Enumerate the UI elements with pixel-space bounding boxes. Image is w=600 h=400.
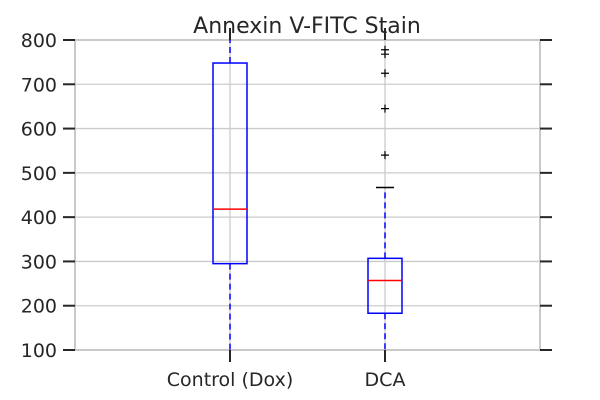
box-1 [367,45,403,350]
plot-frame-rect [74,39,541,351]
y-tick-label: 600 [21,119,57,141]
y-tick-label: 200 [21,296,57,318]
outlier-point [381,45,389,54]
y-tick-label: 800 [21,30,57,52]
boxes [212,40,403,350]
box-0 [212,40,248,350]
box-rect [212,62,248,265]
axis-ticks: 100 200 300 400 500 600 700 800 Control (Dox) DCA [21,28,552,391]
outlier-point [381,69,389,78]
outlier-point [381,151,389,160]
y-tick-label: 300 [21,251,57,273]
outlier-point [381,104,389,113]
x-tick-label: DCA [365,369,406,391]
y-tick-label: 100 [21,340,57,362]
chart-title: Annexin V-FITC Stain [193,14,421,39]
grid-lines [75,39,540,351]
plot-frame [74,39,541,351]
x-tick-label: Control (Dox) [167,369,293,391]
box-rect [367,257,403,314]
y-tick-label: 700 [21,74,57,96]
y-tick-label: 500 [21,163,57,185]
y-tick-label: 400 [21,207,57,229]
